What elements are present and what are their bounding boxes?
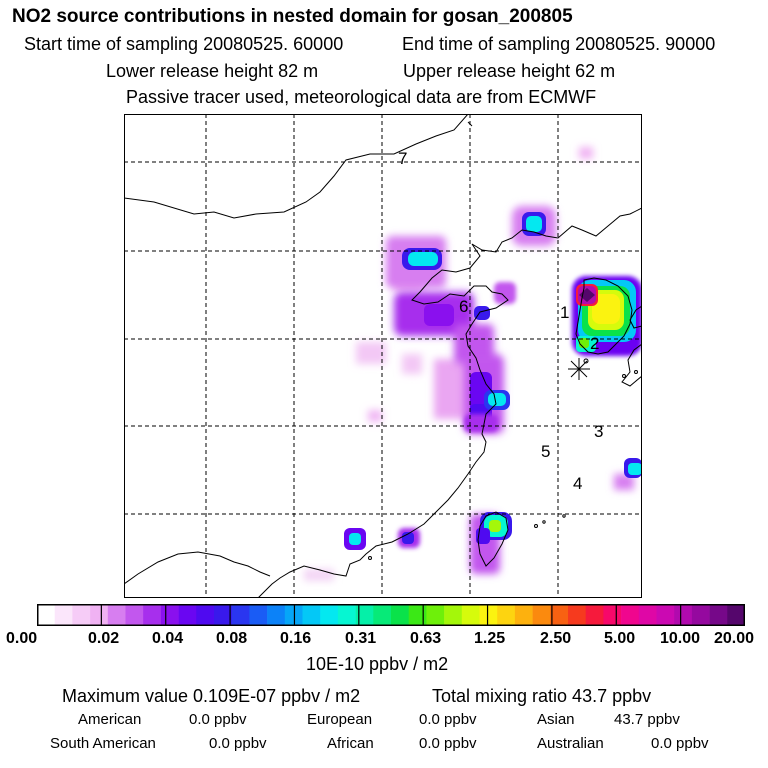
region-label-7: 7	[398, 149, 407, 168]
total-mixing-text: Total mixing ratio 43.7 ppbv	[432, 686, 652, 706]
colorbar-swatch-16	[320, 604, 339, 626]
map-frame	[124, 114, 642, 598]
colorbar-swatch-15	[302, 604, 321, 626]
australian-label: Australian	[537, 735, 604, 752]
australian-value: 0.0 ppbv	[651, 735, 709, 752]
american-label: American	[78, 711, 142, 728]
american-value: 0.0 ppbv	[189, 711, 247, 728]
region-label-1: 1	[560, 303, 569, 322]
colorbar-swatch-38	[709, 604, 728, 626]
region-label-2: 2	[590, 334, 599, 353]
colorbar-tick-4: 0.16	[280, 630, 312, 647]
south-american-value: 0.0 ppbv	[209, 735, 267, 752]
plume-liaoning	[512, 206, 556, 246]
colorbar-swatch-35	[656, 604, 675, 626]
colorbar-swatch-8	[178, 604, 197, 626]
asian-label: Asian	[537, 711, 575, 728]
colorbar-tick-11: 20.00	[714, 630, 755, 647]
african-label: African	[327, 735, 374, 752]
colorbar-swatch-30	[568, 604, 586, 626]
chart-title: NO2 source contributions in nested domai…	[12, 6, 573, 27]
colorbar-swatch-0	[37, 604, 55, 626]
receptor-asterisk-icon	[568, 358, 590, 380]
colorbar-swatch-9	[196, 604, 215, 626]
colorbar-swatch-11	[231, 604, 250, 626]
colorbar-swatch-24	[461, 604, 480, 626]
asian-value: 43.7 ppbv	[614, 711, 680, 728]
colorbar-tick-9: 5.00	[604, 630, 636, 647]
note-text: Passive tracer used, meteorological data…	[126, 87, 597, 107]
colorbar-frame	[37, 604, 745, 626]
region-label-5: 5	[541, 442, 550, 461]
colorbar-swatch-23	[444, 604, 463, 626]
colorbar-swatch-1	[54, 604, 73, 626]
colorbar-swatch-4	[107, 604, 126, 626]
colorbar-swatch-19	[373, 604, 392, 626]
max-value-text: Maximum value 0.109E-07 ppbv / m2	[62, 686, 361, 706]
colorbar-tick-7: 1.25	[474, 630, 506, 647]
colorbar-swatch-26	[497, 604, 516, 626]
colorbar-swatch-7	[160, 604, 179, 626]
colorbar-swatch-13	[267, 604, 286, 626]
colorbar-swatch-6	[143, 604, 162, 626]
colorbar-swatch-37	[691, 604, 710, 626]
plume-kyushu	[624, 458, 642, 478]
plume-south-china	[344, 528, 420, 550]
african-value: 0.0 ppbv	[419, 735, 477, 752]
colorbar-swatch-12	[249, 604, 268, 626]
region-label-4: 4	[573, 474, 582, 493]
colorbar-swatch-20	[391, 604, 409, 626]
colorbar-swatch-2	[72, 604, 91, 626]
colorbar-swatch-28	[532, 604, 551, 626]
colorbar-swatch-25	[479, 604, 498, 626]
end-time-text: End time of sampling 20080525. 90000	[402, 34, 716, 54]
coastlines	[124, 114, 642, 598]
region-label-3: 3	[594, 422, 603, 441]
colorbar-swatch-31	[585, 604, 604, 626]
colorbar-tick-0: 0.00	[6, 630, 38, 647]
colorbar-tick-6: 0.63	[410, 630, 442, 647]
south-american-label: South American	[50, 735, 156, 752]
colorbar-swatch-17	[337, 604, 356, 626]
colorbar-swatch-33	[621, 604, 640, 626]
colorbar-tick-8: 2.50	[540, 630, 572, 647]
colorbar	[37, 604, 745, 626]
lower-height-text: Lower release height 82 m	[106, 61, 319, 81]
colorbar-swatch-36	[674, 604, 693, 626]
start-time-text: Start time of sampling 20080525. 60000	[24, 34, 344, 54]
plume-shanghai	[464, 354, 510, 434]
colorbar-tick-1: 0.02	[88, 630, 120, 647]
european-value: 0.0 ppbv	[419, 711, 477, 728]
colorbar-swatch-21	[408, 604, 427, 626]
grid-lines	[124, 114, 642, 598]
colorbar-swatch-32	[603, 604, 622, 626]
region-label-6: 6	[459, 297, 468, 316]
colorbar-tick-5: 0.31	[345, 630, 377, 647]
map-panel: 7 6 1 2 3 4 5	[124, 114, 642, 598]
colorbar-unit: 10E-10 ppbv / m2	[306, 654, 449, 674]
colorbar-swatch-29	[550, 604, 569, 626]
colorbar-swatch-5	[125, 604, 144, 626]
colorbar-swatch-14	[284, 604, 303, 626]
colorbar-swatch-18	[355, 604, 374, 626]
colorbar-swatch-22	[426, 604, 445, 626]
colorbar-swatch-3	[90, 604, 109, 626]
european-label: European	[307, 711, 373, 728]
colorbar-tick-3: 0.08	[216, 630, 248, 647]
colorbar-swatch-27	[514, 604, 533, 626]
colorbar-swatch-10	[214, 604, 232, 626]
colorbar-tick-10: 10.00	[660, 630, 701, 647]
colorbar-swatch-39	[727, 604, 745, 626]
plume-northchina	[386, 236, 516, 364]
colorbar-tick-2: 0.04	[152, 630, 184, 647]
colorbar-swatch-34	[638, 604, 657, 626]
upper-height-text: Upper release height 62 m	[403, 61, 616, 81]
